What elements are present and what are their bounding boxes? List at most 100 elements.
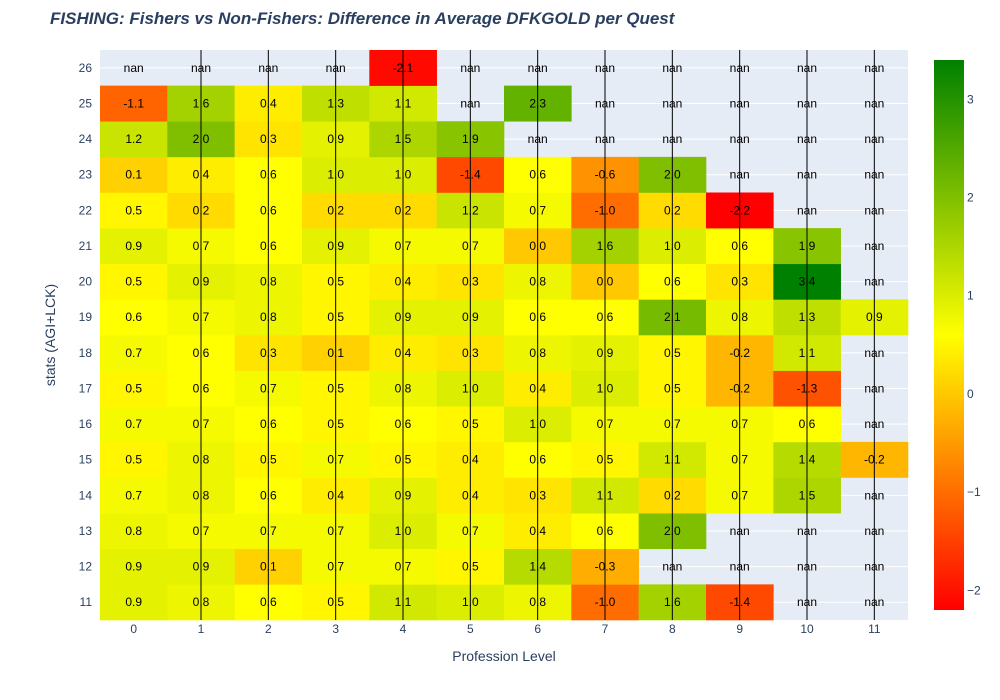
cell-label: 0.6 xyxy=(529,168,546,182)
cell-label: 0.3 xyxy=(260,132,277,146)
cell-label: 0.9 xyxy=(395,310,412,324)
cell-label: nan xyxy=(662,560,682,574)
cell-label: 0.6 xyxy=(799,417,816,431)
cell-label: 0.0 xyxy=(529,239,546,253)
cell-label: nan xyxy=(730,61,750,75)
cell-label: nan xyxy=(797,560,817,574)
y-tick-label: 19 xyxy=(79,310,93,324)
cell-label: nan xyxy=(528,132,548,146)
cell-label: 1.5 xyxy=(395,132,412,146)
cell-label: 1.4 xyxy=(799,453,816,467)
cell-label: 0.9 xyxy=(125,239,142,253)
cell-label: 0.4 xyxy=(193,168,210,182)
cell-label: -0.2 xyxy=(729,381,750,395)
x-tick-label: 9 xyxy=(736,622,743,636)
cell-label: 0.3 xyxy=(529,488,546,502)
cell-label: nan xyxy=(258,61,278,75)
cell-label: nan xyxy=(864,524,884,538)
cell-label: 1.0 xyxy=(327,168,344,182)
cell-label: nan xyxy=(124,61,144,75)
cell-label: 0.4 xyxy=(395,346,412,360)
cell-label: 0.9 xyxy=(327,132,344,146)
cell-label: 0.1 xyxy=(125,168,142,182)
cell-label: 3.4 xyxy=(799,275,816,289)
cell-label: nan xyxy=(730,96,750,110)
y-tick-label: 26 xyxy=(79,61,93,75)
cell-label: nan xyxy=(797,524,817,538)
cell-label: nan xyxy=(662,61,682,75)
cell-label: 0.7 xyxy=(327,524,344,538)
cell-label: 1.9 xyxy=(799,239,816,253)
cell-label: 0.6 xyxy=(193,381,210,395)
y-tick-label: 18 xyxy=(79,346,93,360)
y-tick-label: 16 xyxy=(79,417,93,431)
cell-label: 1.2 xyxy=(462,203,479,217)
cell-label: 0.4 xyxy=(529,381,546,395)
cell-label: nan xyxy=(864,96,884,110)
cell-label: 0.8 xyxy=(193,595,210,609)
y-tick-label: 15 xyxy=(79,453,93,467)
cell-label: 0.3 xyxy=(462,275,479,289)
heatmap-cell xyxy=(100,228,168,265)
cell-label: nan xyxy=(797,61,817,75)
cell-label: 0.7 xyxy=(731,488,748,502)
cell-label: 0.5 xyxy=(327,381,344,395)
cell-label: 0.7 xyxy=(327,560,344,574)
cell-label: 0.9 xyxy=(395,488,412,502)
heatmap-cell xyxy=(100,335,168,371)
cell-label: 0.8 xyxy=(529,346,546,360)
cell-label: 2.1 xyxy=(664,310,681,324)
cell-label: nan xyxy=(326,61,346,75)
cell-label: 1.0 xyxy=(529,417,546,431)
cell-label: 2.0 xyxy=(193,132,210,146)
cell-label: 0.8 xyxy=(193,488,210,502)
cell-label: -1.4 xyxy=(460,168,481,182)
cell-label: 0.5 xyxy=(664,381,681,395)
cell-label: 0.6 xyxy=(260,595,277,609)
cell-label: 0.2 xyxy=(193,203,210,217)
cell-label: 0.8 xyxy=(193,453,210,467)
cell-label: nan xyxy=(864,560,884,574)
cell-label: nan xyxy=(864,381,884,395)
colorbar-ticks: 3 2 1 0 −1 −2 xyxy=(967,92,981,597)
cell-label: 0.8 xyxy=(529,595,546,609)
cell-label: -1.0 xyxy=(595,203,616,217)
cell-label: nan xyxy=(662,132,682,146)
cell-label: 0.3 xyxy=(260,346,277,360)
cell-label: nan xyxy=(595,61,615,75)
cell-label: 0.7 xyxy=(260,381,277,395)
cell-label: 0.6 xyxy=(193,346,210,360)
cell-label: -1.3 xyxy=(797,381,818,395)
cell-label: 0.9 xyxy=(125,595,142,609)
cell-label: 0.9 xyxy=(125,560,142,574)
cell-label: 0.5 xyxy=(597,453,614,467)
colorbar-tick-label: 3 xyxy=(967,92,974,106)
cell-label: 1.4 xyxy=(529,560,546,574)
y-tick-label: 14 xyxy=(79,488,93,502)
cell-label: -0.3 xyxy=(595,560,616,574)
cell-label: 0.7 xyxy=(260,524,277,538)
cell-label: nan xyxy=(864,132,884,146)
y-tick-label: 23 xyxy=(79,168,93,182)
cell-label: nan xyxy=(864,488,884,502)
cell-label: nan xyxy=(864,203,884,217)
cell-label: -1.4 xyxy=(729,595,750,609)
cell-label: 0.7 xyxy=(597,417,614,431)
x-tick-label: 6 xyxy=(534,622,541,636)
cell-label: 1.0 xyxy=(395,524,412,538)
cell-label: nan xyxy=(595,96,615,110)
cell-label: 0.6 xyxy=(260,488,277,502)
y-axis-label: stats (AGI+LCK) xyxy=(42,284,58,386)
cell-label: nan xyxy=(191,61,211,75)
cell-label: 1.1 xyxy=(597,488,614,502)
heatmap-cell xyxy=(100,156,168,193)
cell-label: 1.5 xyxy=(799,488,816,502)
y-tick-label: 17 xyxy=(79,381,93,395)
x-axis-ticks: 0 1 2 3 4 5 6 7 8 9 10 11 xyxy=(130,622,881,636)
colorbar-tick-label: 1 xyxy=(967,289,974,303)
cell-label: nan xyxy=(864,168,884,182)
cell-label: 0.6 xyxy=(260,168,277,182)
cell-label: nan xyxy=(460,96,480,110)
cell-label: 1.0 xyxy=(395,168,412,182)
cell-label: 0.4 xyxy=(462,453,479,467)
